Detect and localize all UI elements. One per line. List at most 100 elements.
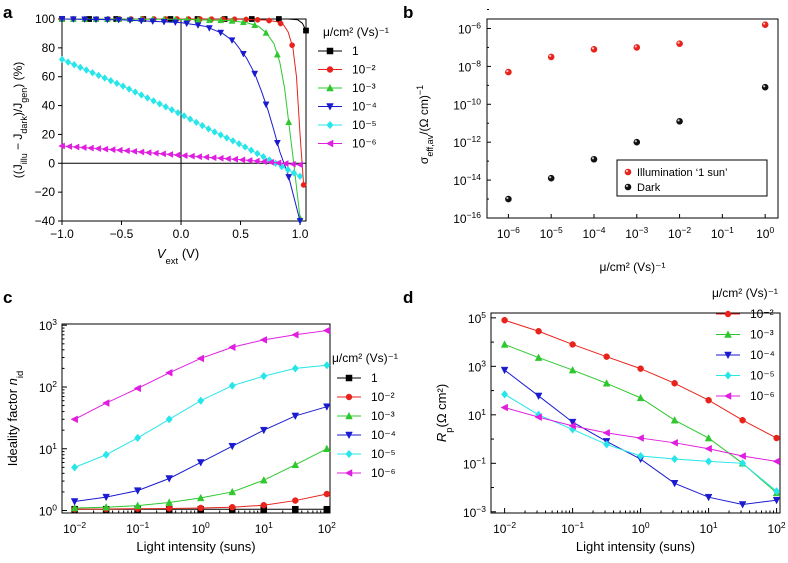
panel-c-point-1e-3 [228, 487, 237, 496]
panel-a-xtick-label: −0.5 [110, 227, 134, 241]
panel-b-xtick-label: 10−3 [625, 225, 648, 241]
panel-b-point-illum-shine [634, 45, 637, 48]
panel-a-point-1e-6 [253, 157, 260, 165]
panel-b-point-dark [676, 118, 683, 125]
panel-c-xtick-label-exp: 1 [268, 520, 273, 530]
panel-d-point-1e-2 [773, 434, 780, 442]
panel-a-point-1e-2 [266, 17, 272, 24]
panel-a-point-1e-4 [251, 70, 259, 78]
panel-d-ytick-label: 103 [468, 358, 486, 374]
panel-a-point-1e-5 [138, 91, 145, 99]
panel-a-legend-marker-1e-5 [326, 120, 334, 130]
panel-d-point-1e-6 [670, 439, 678, 447]
panel-d-point-1e-4 [568, 418, 577, 427]
panel-a-point-1e-5 [223, 134, 230, 142]
panel-b-xtick-label-exp: −2 [681, 225, 691, 235]
panel-d-ytick-label-base: 10 [468, 312, 482, 326]
panel-d-ytick-label-exp: −1 [476, 455, 486, 465]
panel-b-ytick-label: 10−10 [453, 96, 481, 112]
panel-a-ylabel-part: )/J [11, 103, 25, 116]
panel-a-point-1e-5 [241, 143, 249, 151]
panel-c-legend-marker-1e-3 [345, 411, 353, 420]
panel-b-point-illum-shine [506, 69, 509, 73]
panel-c-point-1e-5 [291, 364, 299, 373]
panel-d-point-1e-2 [603, 353, 610, 360]
panel-a-legend-marker-1e-6 [325, 139, 334, 148]
panel-c-xtick-label-base: 10 [255, 522, 269, 536]
panel-a-point-1e-5 [71, 60, 78, 69]
panel-d-point-1e-5 [773, 487, 781, 496]
panel-a-point-1e-6 [79, 144, 87, 151]
panel-a-point-1e-5 [193, 118, 200, 127]
panel-a-ytick-label: 80 [42, 41, 56, 55]
panel-b-xtick-label: 10−6 [497, 225, 520, 241]
panel-c-point-1e-6 [322, 326, 331, 335]
panel-b-point-illum-body [676, 40, 683, 47]
panel-c-point-1e-5 [260, 371, 268, 381]
panel-c-point-1e-4 [196, 459, 205, 467]
panel-d-point-1e-4 [500, 366, 509, 375]
panel-b-point-dark-shine [634, 140, 637, 143]
panel-b-ytick-label: 10−12 [453, 134, 481, 150]
panel-b-xtick-label-exp: −4 [596, 225, 606, 235]
panel-a-point-1e-6 [231, 155, 238, 163]
panel-c-xtick-label-exp: 0 [205, 520, 210, 530]
panel-a-point-1e-4 [205, 25, 213, 32]
panel-c-point-1e-2 [229, 504, 236, 511]
panel-a-point-1e-5 [126, 85, 133, 93]
panel-a-point-1e-6 [108, 146, 116, 154]
panel-c-point-1e-3 [102, 503, 110, 511]
panel-d-point-1e-2 [637, 365, 644, 372]
panel-label-b: b [403, 3, 413, 22]
panel-a-point-1e-5 [101, 74, 108, 82]
panel-b-legend-marker-body [624, 168, 632, 176]
panel-c-ylabel-part: n [5, 378, 20, 385]
panel-b-legend-marker-body [624, 183, 632, 191]
panel-d-legend-label-1e-4: 10⁻⁴ [750, 348, 775, 362]
panel-d-xtick-label: 10−2 [493, 520, 516, 536]
panel-c-point-1e-2 [260, 501, 268, 509]
panel-a-point-1e-6 [65, 143, 73, 150]
panel-c-point-1e-5 [134, 433, 142, 443]
panel-d-ytick-label-exp: 5 [481, 310, 486, 320]
panel-b-ylabel-part: eff,av [425, 134, 435, 156]
panel-b-point-dark-shine [506, 196, 509, 200]
panel-a-point-1e-4 [285, 174, 293, 181]
panel-a-point-1e-6 [195, 153, 202, 161]
panel-a-point-1e-4 [183, 20, 191, 28]
panel-c-point-1e-4 [133, 487, 142, 495]
panel-b-ytick-label-exp: −16 [467, 210, 482, 220]
panel-b-xtick-label: 10−4 [582, 225, 605, 241]
panel-b-point-illum [547, 53, 555, 61]
panel-d-xtick-label-base: 10 [493, 522, 507, 536]
panel-d-ylabel-part: (Ω cm²) [434, 384, 449, 428]
panel-c-point-1e-2 [292, 497, 299, 504]
panel-a-line-1e-5 [62, 58, 301, 177]
panel-b-ytick-label-exp: −14 [467, 172, 482, 182]
panel-d-point-1e-5 [603, 440, 611, 449]
panel-d-ytick-label-exp: −3 [476, 504, 486, 514]
panel-c-legend-label-1e-4: 10⁻⁴ [371, 428, 396, 442]
panel-a-point-1e-5 [89, 68, 96, 77]
panel-c-point-1e-5 [71, 463, 79, 472]
panel-b-ylabel-part: σ [417, 156, 431, 164]
panel-d-legend-marker-1e-4 [724, 351, 732, 360]
panel-a-point-1e-5 [248, 146, 255, 155]
panel-d-ylabel-part: R [434, 433, 449, 442]
panel-a-ytick-label: 20 [42, 127, 56, 141]
panel-d-point-1e-4 [670, 480, 679, 488]
panel-b-ytick-label-base: 10 [453, 98, 467, 112]
panel-a-point-1e-3 [228, 17, 236, 24]
panel-a-point-1e-6 [296, 161, 303, 169]
panel-a-ytick-label: 60 [42, 70, 56, 84]
panel-b-point-illum-shine [549, 54, 552, 58]
panel-c-ylabel: Ideality factor nid [5, 371, 26, 467]
panel-c-point-1e-6 [196, 354, 204, 363]
panel-c-xtick-label-base: 10 [192, 522, 206, 536]
panel-a-point-1e-2 [300, 182, 307, 188]
panel-b-point-illum [633, 44, 641, 51]
panel-c-ytick-label-exp: 1 [52, 441, 57, 451]
panel-d-legend-title: μ/cm² (Vs)⁻¹ [712, 286, 778, 300]
panel-a-legend-marker-1e-3 [326, 83, 334, 92]
panel-c-point-1e-6 [133, 384, 141, 393]
